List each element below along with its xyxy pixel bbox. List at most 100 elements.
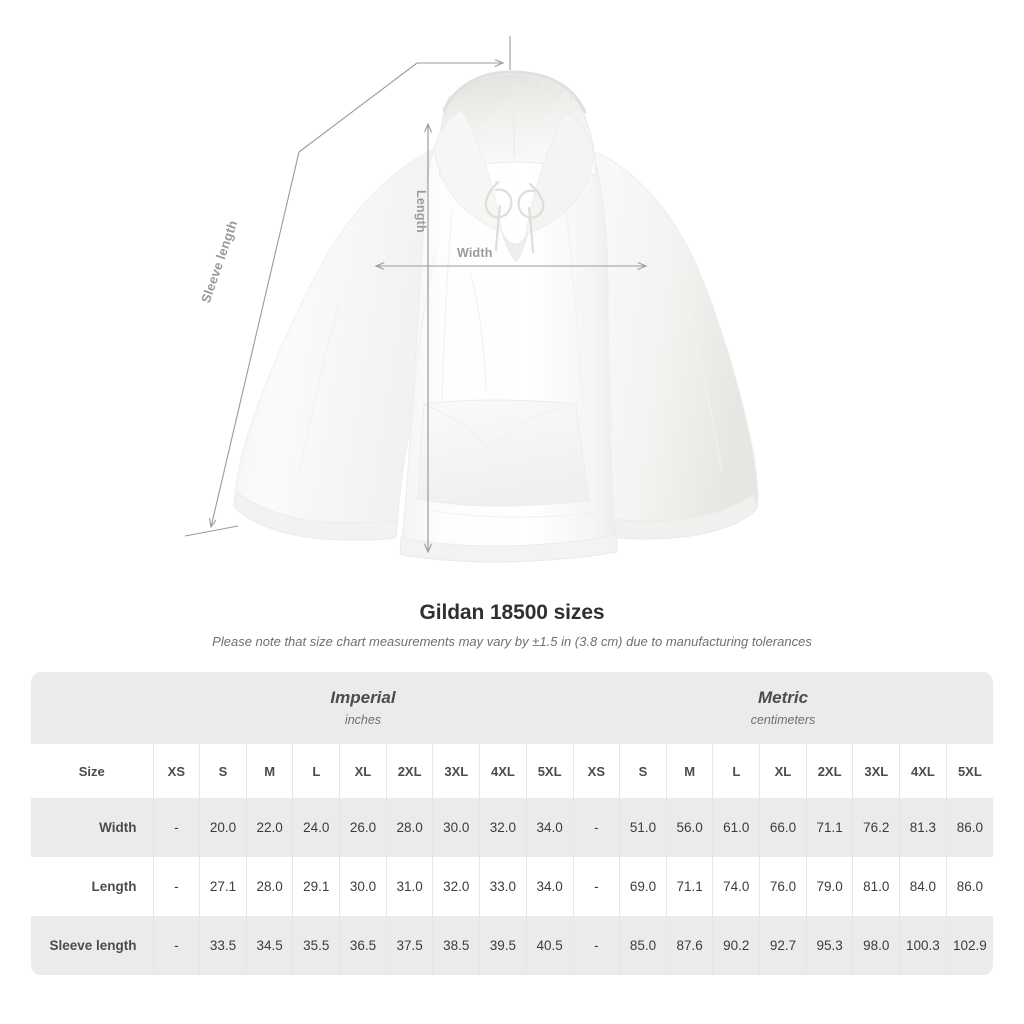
unit-header-spacer — [31, 672, 153, 744]
size-chart-table: Imperial inches Metric centimeters Size XS S M L… — [31, 672, 993, 975]
size-header-cell-metric-4xl: 4XL — [899, 744, 947, 798]
cell-length-metric-xs: - — [573, 857, 621, 916]
unit-group-subtitle: centimeters — [750, 713, 816, 727]
cell-length-imperial-3xl: 32.0 — [432, 857, 481, 916]
cell-sleeve-length-metric-2xl: 95.3 — [806, 916, 854, 975]
cell-length-metric-4xl: 84.0 — [899, 857, 947, 916]
cell-length-imperial-l: 29.1 — [292, 857, 341, 916]
cell-length-imperial-2xl: 31.0 — [386, 857, 434, 916]
size-header-cell-metric-s: S — [619, 744, 667, 798]
size-header-cell-metric-5xl: 5XL — [946, 744, 993, 798]
size-header-cell-metric-xs: XS — [573, 744, 621, 798]
cell-length-metric-l: 74.0 — [712, 857, 761, 916]
cell-width-imperial-xl: 26.0 — [339, 798, 387, 857]
row-label-length: Length — [31, 857, 154, 916]
size-header-cell-metric-xl: XL — [759, 744, 807, 798]
cell-sleeve-length-metric-xl: 92.7 — [759, 916, 807, 975]
cell-width-imperial-s: 20.0 — [199, 798, 247, 857]
sleeve-length-line — [211, 151, 300, 527]
cell-length-metric-3xl: 81.0 — [852, 857, 901, 916]
size-header-cell-imperial-2xl: 2XL — [386, 744, 434, 798]
size-header-cell-imperial-4xl: 4XL — [479, 744, 527, 798]
cell-width-imperial-5xl: 34.0 — [526, 798, 574, 857]
cell-sleeve-length-metric-l: 90.2 — [712, 916, 761, 975]
cell-sleeve-length-imperial-2xl: 37.5 — [386, 916, 434, 975]
hoodie-garment — [233, 70, 759, 563]
heading-block: Gildan 18500 sizes Please note that size… — [0, 600, 1024, 652]
cell-width-metric-3xl: 76.2 — [852, 798, 901, 857]
page-subtitle: Please note that size chart measurements… — [212, 634, 812, 649]
table-row: Length -27.1 28.0 29.1 30.0 31.0 32.0 33.0 34.0-… — [31, 857, 993, 916]
cell-sleeve-length-imperial-s: 33.5 — [199, 916, 247, 975]
cell-width-imperial-4xl: 32.0 — [479, 798, 527, 857]
cell-sleeve-length-imperial-4xl: 39.5 — [479, 916, 527, 975]
sleeve-bottom-tick — [184, 525, 239, 537]
size-header-label: Size — [31, 744, 154, 798]
cell-width-imperial-3xl: 30.0 — [432, 798, 481, 857]
cell-width-metric-m: 56.0 — [666, 798, 714, 857]
unit-group-metric: Metric centimeters — [573, 672, 993, 744]
cell-length-metric-5xl: 86.0 — [946, 857, 993, 916]
cell-sleeve-length-imperial-5xl: 40.5 — [526, 916, 574, 975]
cell-length-imperial-xl: 30.0 — [339, 857, 387, 916]
unit-group-subtitle: inches — [344, 713, 382, 727]
cell-length-metric-xl: 76.0 — [759, 857, 807, 916]
page-title: Gildan 18500 sizes — [419, 601, 605, 624]
measurement-lines — [184, 36, 646, 552]
size-header-cell-imperial-3xl: 3XL — [432, 744, 481, 798]
cell-length-imperial-5xl: 34.0 — [526, 857, 574, 916]
size-chart-table-container: Imperial inches Metric centimeters Size XS S M L… — [31, 672, 993, 975]
size-header-cell-imperial-xl: XL — [339, 744, 387, 798]
table-row: Width -20.0 22.0 24.0 26.0 28.0 30.0 32.0 34.0-5… — [31, 798, 993, 857]
cell-sleeve-length-metric-4xl: 100.3 — [899, 916, 947, 975]
cell-width-imperial-m: 22.0 — [246, 798, 294, 857]
size-header-cell-imperial-l: L — [292, 744, 341, 798]
cell-length-imperial-4xl: 33.0 — [479, 857, 527, 916]
size-header-cell-metric-3xl: 3XL — [852, 744, 901, 798]
cell-width-metric-2xl: 71.1 — [806, 798, 854, 857]
cell-length-imperial-m: 28.0 — [246, 857, 294, 916]
cell-width-metric-xl: 66.0 — [759, 798, 807, 857]
unit-group-name: Metric — [757, 688, 809, 707]
size-header-cell-metric-m: M — [666, 744, 714, 798]
unit-group-name: Imperial — [330, 688, 396, 707]
cell-sleeve-length-metric-s: 85.0 — [619, 916, 667, 975]
size-header-cell-imperial-s: S — [199, 744, 247, 798]
size-header-cell-metric-2xl: 2XL — [806, 744, 854, 798]
cell-sleeve-length-imperial-m: 34.5 — [246, 916, 294, 975]
cell-sleeve-length-imperial-xl: 36.5 — [339, 916, 387, 975]
cell-width-imperial-xs: - — [153, 798, 201, 857]
cell-sleeve-length-imperial-3xl: 38.5 — [432, 916, 481, 975]
cell-sleeve-length-metric-m: 87.6 — [666, 916, 714, 975]
cell-sleeve-length-metric-5xl: 102.9 — [946, 916, 993, 975]
row-label-sleeve-length: Sleeve length — [31, 916, 154, 975]
table-row: Sleeve length -33.5 34.5 35.5 36.5 37.5 38.5 39… — [31, 916, 993, 975]
cell-length-metric-s: 69.0 — [619, 857, 667, 916]
unit-group-imperial: Imperial inches — [153, 672, 573, 744]
cell-width-metric-s: 51.0 — [619, 798, 667, 857]
size-header-cell-imperial-5xl: 5XL — [526, 744, 574, 798]
size-header-cell-metric-l: L — [712, 744, 761, 798]
size-header-row: Size XS S M L XL 2XL 3XL 4XL 5XL XS S M L XL 2XL 3XL 4XL 5… — [31, 744, 993, 798]
cell-sleeve-length-metric-3xl: 98.0 — [852, 916, 901, 975]
cell-sleeve-length-imperial-xs: - — [153, 916, 201, 975]
cell-length-metric-m: 71.1 — [666, 857, 714, 916]
cell-length-imperial-xs: - — [153, 857, 201, 916]
cell-width-metric-xs: - — [573, 798, 621, 857]
cell-width-metric-4xl: 81.3 — [899, 798, 947, 857]
row-label-width: Width — [31, 798, 154, 857]
hoodie-illustration: Sleeve length Length Width — [184, 36, 759, 563]
cell-sleeve-length-imperial-l: 35.5 — [292, 916, 341, 975]
unit-header-row: Imperial inches Metric centimeters — [31, 672, 993, 744]
cell-width-imperial-l: 24.0 — [292, 798, 341, 857]
length-dimension-label: Length — [414, 190, 428, 233]
size-header-cell-imperial-xs: XS — [153, 744, 201, 798]
width-dimension-label: Width — [457, 246, 493, 260]
cell-width-metric-l: 61.0 — [712, 798, 761, 857]
cell-width-metric-5xl: 86.0 — [946, 798, 993, 857]
size-header-cell-imperial-m: M — [246, 744, 294, 798]
cell-sleeve-length-metric-xs: - — [573, 916, 621, 975]
cell-width-imperial-2xl: 28.0 — [386, 798, 434, 857]
sleeve-shoulder-diagonal — [298, 62, 418, 153]
